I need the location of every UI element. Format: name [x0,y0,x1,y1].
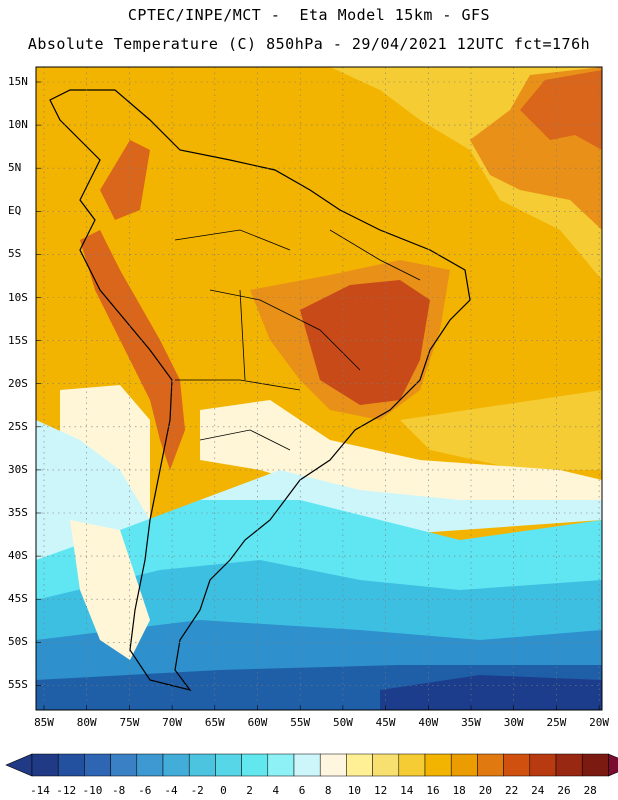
colorbar-swatch [398,753,426,777]
colorbar-swatch [267,753,295,777]
lat-label: 45S [8,592,28,606]
lon-label: 20W [589,716,610,729]
lat-label: 5S [8,247,22,261]
colorbar-label: 22 [504,784,519,797]
lon-label: 80W [76,716,97,729]
colorbar-swatch [293,753,321,777]
colorbar-swatch [136,753,164,777]
field-andes-ridge [80,230,185,470]
colorbar-label: 8 [324,784,332,797]
lon-label: 40W [418,716,439,729]
internal-borders [174,229,421,451]
colorbar [5,753,618,777]
colorbar-label: -14 [30,784,50,797]
colorbar-label: -2 [190,784,204,797]
colorbar-swatch [372,753,400,777]
colorbar-swatch [529,753,557,777]
colorbar-swatch [241,753,269,777]
lat-label: 40S [8,549,28,563]
colorbar-swatch [57,753,85,777]
lat-label: 15S [8,333,28,347]
lat-label: 5N [8,161,22,175]
colorbar-swatch [84,753,111,777]
lat-label: 10S [8,290,28,304]
lat-label: 50S [8,635,28,649]
colorbar-right-arrow [608,753,618,777]
colorbar-label: -6 [138,784,152,797]
south-america-coastline [49,89,471,691]
colorbar-label: 16 [426,784,440,797]
colorbar-label: 12 [373,784,388,797]
colorbar-label: -4 [164,784,178,797]
lon-label: 75W [119,716,140,729]
colorbar-swatch [477,753,504,777]
colorbar-swatch [581,753,609,777]
colorbar-swatch [555,753,583,777]
colorbar-label: 26 [557,784,571,797]
lat-label: 55S [8,678,28,692]
field-hottest-brazil [300,280,430,405]
colorbar-swatch [424,753,452,777]
colorbar-swatch [162,753,190,777]
colorbar-swatch [215,753,242,777]
lon-label: 55W [290,716,311,729]
lon-label: 70W [162,716,183,729]
field-warm-light-south [400,390,602,470]
colorbar-label: 28 [583,784,597,797]
colorbar-left-arrow [5,753,33,777]
field-hotter-ne [520,70,602,150]
colorbar-swatch [31,753,59,777]
lat-label: 20S [8,376,28,390]
lon-label: 50W [332,716,353,729]
lon-label: 30W [503,716,524,729]
lat-label: 10N [8,118,28,132]
field-patagonia-pale [70,520,150,660]
colorbar-swatch [319,753,347,777]
lon-label: 25W [546,716,567,729]
field-colombia-hot [100,140,150,220]
lon-label: 65W [204,716,225,729]
colorbar-swatch [450,753,478,777]
colorbar-label: 20 [478,784,493,797]
lon-label: 35W [461,716,481,729]
title-line-2: Absolute Temperature (C) 850hPa - 29/04/… [27,35,591,53]
temperature-field [36,67,602,710]
colorbar-label: 18 [452,784,466,797]
map-frame [35,66,603,711]
lat-label: 25S [8,419,28,433]
gridlines [36,67,602,710]
colorbar-label: 10 [347,784,362,797]
lon-label: 85W [34,716,54,729]
lat-label: 35S [8,506,28,519]
title-line-1: CPTEC/INPE/MCT - Eta Model 15km - GFS [127,6,491,24]
lon-label: 45W [375,716,396,729]
colorbar-label: 4 [272,784,280,797]
colorbar-swatch [188,753,216,777]
colorbar-label: -10 [82,784,103,797]
colorbar-label: -12 [56,784,77,797]
lat-label: EQ [8,204,22,218]
colorbar-label: 24 [531,784,545,797]
lat-label: 30S [8,462,28,476]
lon-label: 60W [247,716,268,729]
colorbar-label: 2 [246,784,253,797]
lat-label: 15N [8,75,28,88]
colorbar-label: 6 [298,784,306,797]
field-navy [380,675,602,710]
colorbar-swatch [503,753,531,777]
colorbar-label: 14 [400,784,414,797]
colorbar-label: 0 [220,784,227,797]
colorbar-swatch [346,753,373,777]
colorbar-swatch [110,753,138,777]
colorbar-label: -8 [111,784,126,797]
